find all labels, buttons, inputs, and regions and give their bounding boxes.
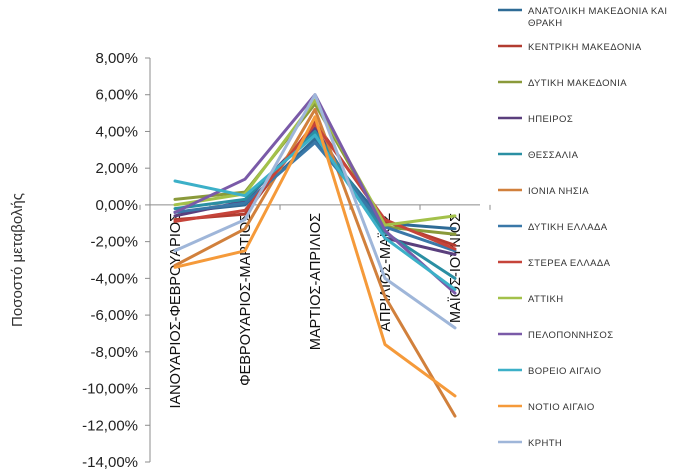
legend: ΑΝΑΤΟΛΙΚΗ ΜΑΚΕΔΟΝΙΑ ΚΑΙ ΘΡΑΚΗ ΚΕΝΤΡΙΚΗ ΜΑΚ…	[498, 6, 667, 449]
series-line	[173, 130, 457, 280]
legend-label: ΝΟΤΙΟ ΑΙΓΑΙΟ	[528, 402, 595, 413]
y-axis-label: Ποσοστό μεταβολής	[9, 193, 26, 327]
series-line	[173, 93, 457, 330]
series-lines	[173, 93, 457, 418]
legend-label: ΒΟΡΕΙΟ ΑΙΓΑΙΟ	[528, 366, 601, 377]
legend-label: ΚΕΝΤΡΙΚΗ ΜΑΚΕΔΟΝΙΑ	[528, 42, 642, 53]
x-category-label: ΦΕΒΡΟΥΑΡΙΟΣ-ΜΑΡΤΙΟΣ	[238, 213, 254, 386]
y-tick-label: 8,00%	[95, 50, 138, 67]
legend-label: ΠΕΛΟΠΟΝΝΗΣΟΣ	[528, 330, 614, 341]
y-tick-label: -14,00%	[82, 454, 138, 471]
series-line	[173, 98, 457, 227]
series-line	[173, 115, 457, 398]
y-tick-label: 0,00%	[95, 197, 138, 214]
legend-label: ΙΟΝΙΑ ΝΗΣΙΑ	[528, 186, 589, 197]
y-tick-label: -4,00%	[90, 270, 138, 287]
series-line	[173, 133, 457, 291]
y-tick-label: -8,00%	[90, 344, 138, 361]
y-tick-label: -2,00%	[90, 234, 138, 251]
y-tick-label: 4,00%	[95, 123, 138, 140]
y-tick-label: -12,00%	[82, 417, 138, 434]
x-category-label: ΜΑΪΟΣ-ΙΟΥΝΙΟΣ	[447, 213, 464, 323]
legend-label: ΘΕΣΣΑΛΙΑ	[528, 150, 579, 161]
legend-label: ΚΡΗΤΗ	[528, 438, 562, 449]
y-tick-label: 2,00%	[95, 160, 138, 177]
y-tick-label: -6,00%	[90, 307, 138, 324]
legend-label: ΔΥΤΙΚΗ ΜΑΚΕΔΟΝΙΑ	[528, 78, 627, 89]
legend-label: ΗΠΕΙΡΟΣ	[528, 114, 573, 125]
series-line	[173, 122, 457, 251]
legend-label: ΔΥΤΙΚΗ ΕΛΛΑΔΑ	[528, 222, 608, 233]
x-category-label: ΙΑΝΟΥΑΡΙΟΣ-ΦΕΒΡΟΥΑΡΙΟΣ	[168, 213, 184, 409]
x-category-label: ΜΑΡΤΙΟΣ-ΑΠΡΙΛΙΟΣ	[308, 213, 324, 350]
x-axis: ΙΑΝΟΥΑΡΙΟΣ-ΦΕΒΡΟΥΑΡΙΟΣ ΦΕΒΡΟΥΑΡΙΟΣ-ΜΑΡΤΙΟ…	[139, 204, 491, 409]
series-line	[173, 141, 457, 253]
legend-label: ΑΤΤΙΚΗ	[528, 294, 563, 305]
y-tick-label: -10,00%	[82, 381, 138, 398]
legend-label: ΣΤΕΡΕΑ ΕΛΛΑΔΑ	[528, 258, 611, 269]
y-axis: 8,00% 6,00% 4,00% 2,00% 0,00% -2,00% -4,00% -6,…	[82, 50, 151, 471]
legend-label: ΑΝΑΤΟΛΙΚΗ ΜΑΚΕΔΟΝΙΑ ΚΑΙ ΘΡΑΚΗ	[528, 6, 667, 29]
y-tick-label: 6,00%	[95, 87, 138, 104]
series-line	[173, 107, 457, 418]
